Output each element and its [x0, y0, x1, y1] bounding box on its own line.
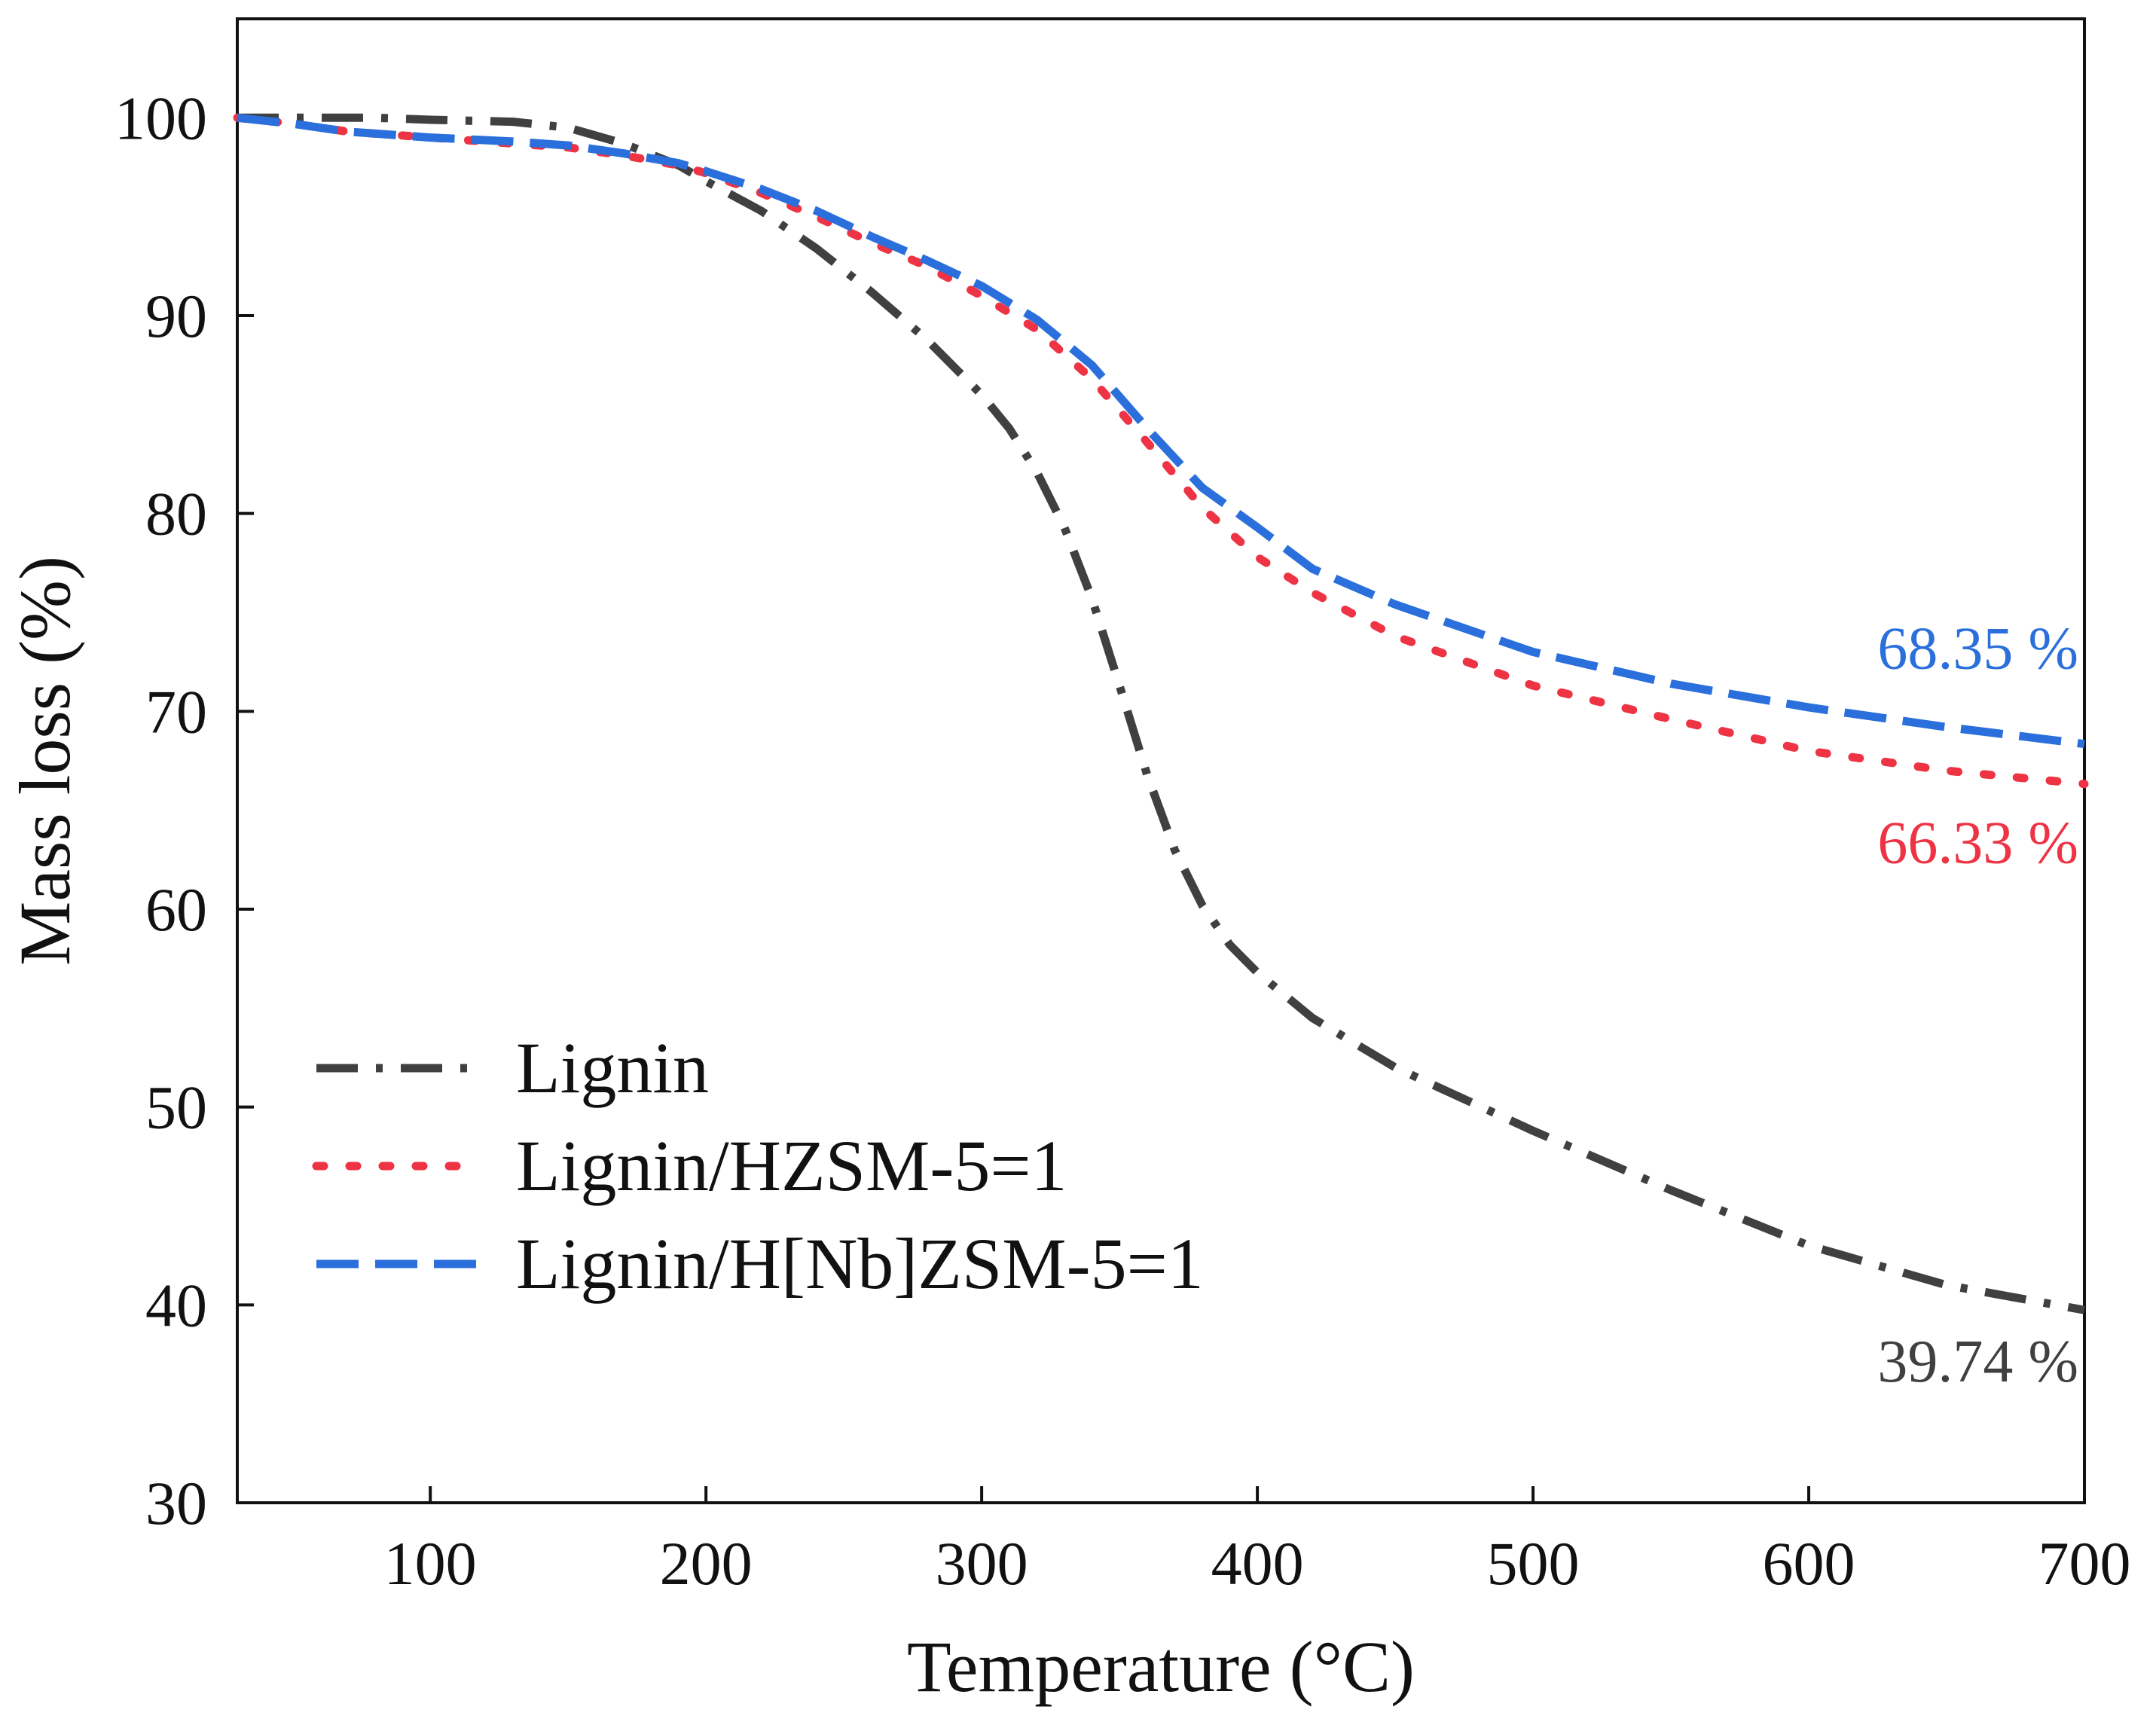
end-label-3: 68.35 %: [1877, 616, 2078, 682]
y-tick-label: 100: [115, 84, 207, 152]
end-label-2: 66.33 %: [1877, 811, 2078, 877]
plot-frame: [236, 17, 2086, 1504]
y-tick-label: 50: [145, 1073, 207, 1142]
legend-label-2: Lignin/HZSM-5=1: [516, 1125, 1067, 1206]
legend-label-3: Lignin/H[Nb]ZSM-5=1: [516, 1223, 1204, 1304]
legend-label-1: Lignin: [516, 1027, 709, 1108]
x-tick-label: 600: [1763, 1529, 1855, 1598]
y-tick-label: 80: [145, 480, 207, 548]
y-tick-label: 40: [145, 1271, 207, 1339]
series-line-3: [237, 113, 2085, 749]
x-tick-label: 500: [1487, 1529, 1580, 1598]
axis-ticks: 100 200 300 400 500 600 700 30 40 50 60 70 80 90 100: [115, 84, 2131, 1598]
y-tick-label: 90: [145, 282, 207, 350]
x-tick-label: 400: [1211, 1529, 1304, 1598]
x-axis-title: Temperature (°C): [907, 1626, 1415, 1707]
end-label-1: 39.74 %: [1877, 1329, 2078, 1395]
end-labels: 39.74 % 66.33 % 68.35 %: [1877, 616, 2078, 1395]
y-axis-title: Mass loss (%): [5, 556, 85, 966]
x-tick-label: 100: [384, 1529, 477, 1598]
y-tick-label: 30: [145, 1469, 207, 1537]
series-line-2: [233, 113, 2089, 789]
legend: Lignin Lignin/HZSM-5=1 Lignin/H[Nb]ZSM-5=1: [312, 1027, 1204, 1304]
series-line-1: [237, 113, 2085, 1314]
y-tick-label: 70: [145, 677, 207, 746]
series-layer: [233, 113, 2089, 1314]
x-tick-label: 200: [660, 1529, 753, 1598]
x-tick-label: 300: [936, 1529, 1028, 1598]
x-tick-label: 700: [2038, 1529, 2131, 1598]
y-tick-label: 60: [145, 875, 207, 944]
